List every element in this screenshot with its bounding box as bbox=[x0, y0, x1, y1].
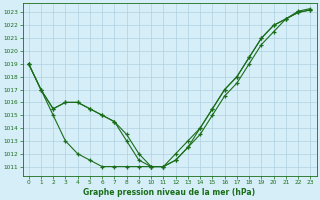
X-axis label: Graphe pression niveau de la mer (hPa): Graphe pression niveau de la mer (hPa) bbox=[84, 188, 256, 197]
